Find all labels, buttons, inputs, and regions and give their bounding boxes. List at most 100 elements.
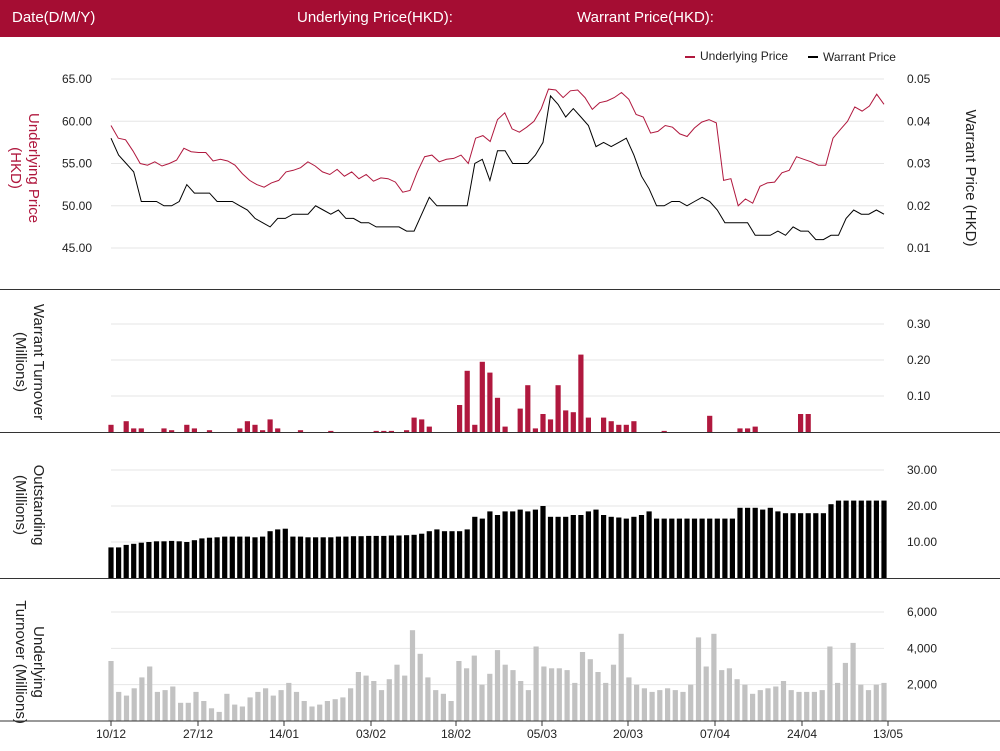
outstanding-bar xyxy=(593,509,599,578)
underlying-turnover-bar xyxy=(657,690,663,721)
warrant-turnover-bar xyxy=(661,430,667,432)
outstanding-bar xyxy=(843,500,849,578)
outstanding-bar xyxy=(297,536,304,578)
outstanding-bar xyxy=(472,516,478,578)
underlying-turnover-bar xyxy=(224,693,230,722)
warrant-turnover-bar xyxy=(328,430,334,432)
warrant-turnover-bar xyxy=(161,428,167,432)
underlying-turnover-bar xyxy=(865,690,872,721)
x-tick-label: 03/02 xyxy=(356,727,386,741)
warrant-turnover-bar xyxy=(601,417,607,432)
warrant-turnover-bar xyxy=(517,408,523,432)
underlying-turnover-bar xyxy=(433,690,439,721)
outstanding-bar xyxy=(381,535,387,578)
warrant-turnover-bar xyxy=(138,428,144,432)
y-tick-label: 20.00 xyxy=(907,499,937,513)
outstanding-bar xyxy=(760,509,766,578)
underlying-turnover-bar xyxy=(232,704,238,721)
outstanding-bar xyxy=(479,518,485,578)
outstanding-bar xyxy=(396,535,402,578)
underlying-turnover-bar xyxy=(572,682,578,721)
underlying-turnover-bar xyxy=(348,688,354,721)
warrant-turnover-bar xyxy=(707,415,713,432)
warrant-price-line xyxy=(110,94,885,241)
warrant-turnover-bar xyxy=(547,419,554,432)
underlying-turnover-bar xyxy=(827,646,833,721)
outstanding-bar xyxy=(502,511,508,578)
underlying-turnover-bar xyxy=(278,690,284,721)
outstanding-bar xyxy=(441,531,448,578)
outstanding-bar xyxy=(601,515,607,578)
outstanding-bar xyxy=(131,543,137,578)
outstanding-bar xyxy=(676,518,682,578)
y-tick-label-right: 0.05 xyxy=(907,72,931,86)
y-tick-label-left: 65.00 xyxy=(62,72,92,86)
warrant-turnover-bar xyxy=(540,414,546,432)
underlying-turnover-bar xyxy=(579,652,586,721)
outstanding-bar xyxy=(358,536,364,578)
y-tick-label: 0.20 xyxy=(907,353,931,367)
outstanding-bar xyxy=(623,518,629,578)
outstanding-bar xyxy=(525,511,531,578)
y-tick-label: 2,000 xyxy=(907,678,937,692)
underlying-turnover-bar xyxy=(440,693,446,722)
warrant-turnover-bar xyxy=(388,430,394,432)
warrant-turnover-bar xyxy=(737,428,743,432)
outstanding-bar xyxy=(737,507,743,578)
underlying-turnover-bar xyxy=(873,684,879,721)
warrant-turnover-bar xyxy=(608,421,614,432)
outstanding-bar xyxy=(767,507,773,578)
underlying-turnover-bar xyxy=(355,672,361,721)
underlying-turnover-bar xyxy=(208,708,215,721)
outstanding-bar xyxy=(449,531,455,578)
y-tick-label-left: 50.00 xyxy=(62,199,92,213)
underlying-turnover-bar xyxy=(672,690,678,721)
outstanding-bar xyxy=(517,509,523,578)
underlying-turnover-bar xyxy=(487,673,493,721)
warrant-turnover-bar xyxy=(555,385,561,432)
outstanding-bar xyxy=(510,511,516,578)
outstanding-bar xyxy=(328,537,334,578)
warrant-turnover-bar xyxy=(123,421,129,432)
outstanding-bar xyxy=(646,511,652,578)
outstanding-bar xyxy=(434,529,440,578)
underlying-turnover-bar xyxy=(162,690,168,721)
underlying-price-line xyxy=(110,88,885,207)
outstanding-bar xyxy=(873,500,879,578)
underlying-turnover-bar xyxy=(386,679,392,721)
underlying-turnover-bar xyxy=(641,688,647,721)
outstanding-bar xyxy=(457,531,463,578)
underlying-turnover-bar xyxy=(541,666,547,721)
legend-warrant-price: Warrant Price xyxy=(823,50,896,64)
underlying-turnover-bar xyxy=(525,690,531,721)
outstanding-bar xyxy=(570,515,576,578)
outstanding-bar xyxy=(206,537,213,578)
underlying-turnover-bar xyxy=(317,704,323,721)
underlying-turnover-bar xyxy=(695,637,702,721)
y-tick-label-right: 0.03 xyxy=(907,157,931,171)
outstanding-bar xyxy=(146,542,152,578)
outstanding-bar xyxy=(138,542,144,578)
outstanding-bar xyxy=(237,536,243,578)
x-tick-label: 14/01 xyxy=(269,727,299,741)
outstanding-bar xyxy=(426,531,432,578)
warrant-turnover-bar xyxy=(419,419,425,432)
warrant-turnover-bar xyxy=(578,354,584,432)
underlying-turnover-bar xyxy=(332,699,338,721)
y-axis-title: Outstanding(Millions) xyxy=(12,465,47,546)
underlying-turnover-bar xyxy=(556,668,562,721)
underlying-turnover-bar xyxy=(154,691,160,721)
warrant-turnover-bar xyxy=(752,426,758,432)
underlying-turnover-bar xyxy=(688,684,694,721)
warrant-turnover-bar xyxy=(191,428,197,432)
outstanding-bar xyxy=(775,511,781,578)
warrant-turnover-bar xyxy=(805,414,811,432)
underlying-turnover-bar xyxy=(881,682,887,721)
outstanding-bar xyxy=(229,536,235,578)
outstanding-bar xyxy=(335,536,341,578)
warrant-turnover-bar xyxy=(131,428,137,432)
underlying-turnover-bar xyxy=(494,650,501,721)
underlying-turnover-bar xyxy=(842,662,848,721)
x-tick-label: 13/05 xyxy=(873,727,903,741)
